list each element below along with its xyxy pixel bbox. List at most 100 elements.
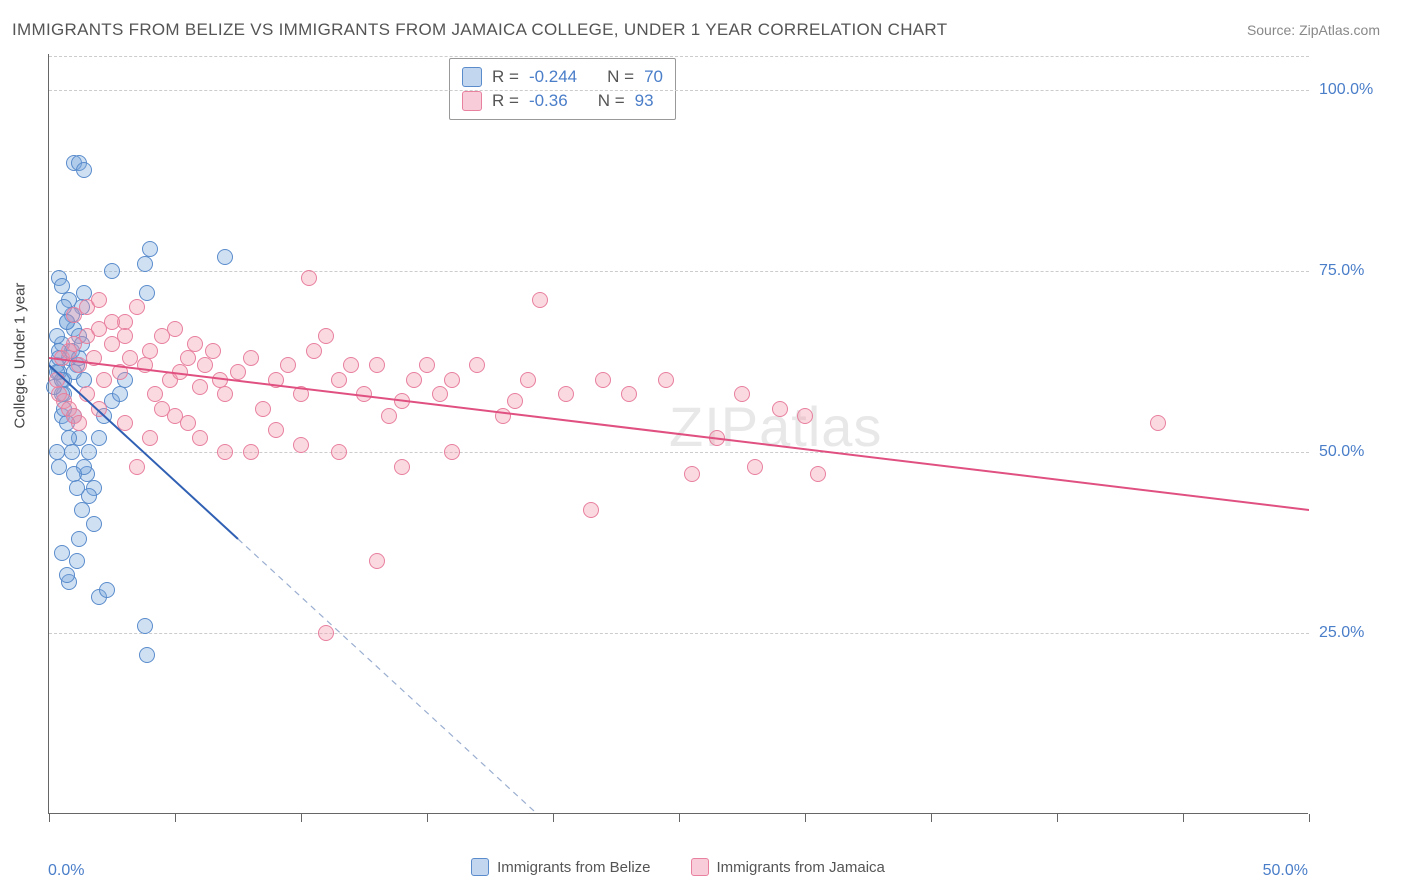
data-point: [369, 553, 385, 569]
data-point: [318, 328, 334, 344]
data-point: [381, 408, 397, 424]
data-point: [532, 292, 548, 308]
xtick: [805, 814, 806, 822]
data-point: [180, 350, 196, 366]
data-point: [142, 430, 158, 446]
data-point: [91, 430, 107, 446]
xtick: [1057, 814, 1058, 822]
data-point: [1150, 415, 1166, 431]
data-point: [117, 415, 133, 431]
data-point: [197, 357, 213, 373]
xtick: [1183, 814, 1184, 822]
gridline: [49, 271, 1309, 272]
xtick-label: 0.0%: [48, 862, 84, 880]
chart-title: IMMIGRANTS FROM BELIZE VS IMMIGRANTS FRO…: [12, 20, 947, 40]
data-point: [49, 444, 65, 460]
data-point: [79, 386, 95, 402]
data-point: [112, 386, 128, 402]
data-point: [137, 256, 153, 272]
data-point: [495, 408, 511, 424]
gridline: [49, 90, 1309, 91]
xtick: [553, 814, 554, 822]
xtick: [679, 814, 680, 822]
data-point: [394, 459, 410, 475]
xtick: [427, 814, 428, 822]
data-point: [66, 466, 82, 482]
data-point: [74, 502, 90, 518]
r-value-jamaica: -0.36: [529, 91, 568, 111]
xtick: [1309, 814, 1310, 822]
data-point: [255, 401, 271, 417]
data-point: [217, 386, 233, 402]
data-point: [54, 278, 70, 294]
data-point: [243, 444, 259, 460]
data-point: [192, 379, 208, 395]
data-point: [69, 480, 85, 496]
n-label: N =: [598, 91, 625, 111]
data-point: [71, 357, 87, 373]
data-point: [154, 401, 170, 417]
data-point: [205, 343, 221, 359]
data-point: [187, 336, 203, 352]
data-point: [64, 444, 80, 460]
data-point: [331, 444, 347, 460]
gridline: [49, 56, 1309, 57]
data-point: [71, 415, 87, 431]
xtick: [301, 814, 302, 822]
ytick-label: 50.0%: [1319, 443, 1364, 461]
data-point: [772, 401, 788, 417]
data-point: [217, 444, 233, 460]
chart-header: IMMIGRANTS FROM BELIZE VS IMMIGRANTS FRO…: [0, 0, 1406, 50]
data-point: [76, 285, 92, 301]
xtick: [931, 814, 932, 822]
data-point: [293, 386, 309, 402]
data-point: [76, 372, 92, 388]
data-point: [301, 270, 317, 286]
data-point: [658, 372, 674, 388]
data-point: [595, 372, 611, 388]
data-point: [142, 343, 158, 359]
data-point: [76, 162, 92, 178]
n-label: N =: [607, 67, 634, 87]
swatch-blue-icon: [471, 858, 489, 876]
data-point: [129, 299, 145, 315]
data-point: [192, 430, 208, 446]
data-point: [217, 249, 233, 265]
data-point: [61, 430, 77, 446]
data-point: [91, 401, 107, 417]
data-point: [810, 466, 826, 482]
data-point: [343, 357, 359, 373]
data-point: [734, 386, 750, 402]
data-point: [747, 459, 763, 475]
legend-stats: R = -0.244 N = 70 R = -0.36 N = 93: [449, 58, 676, 120]
legend-series: Immigrants from Belize Immigrants from J…: [48, 858, 1308, 876]
data-point: [432, 386, 448, 402]
data-point: [54, 545, 70, 561]
n-value-belize: 70: [644, 67, 663, 87]
data-point: [306, 343, 322, 359]
xtick: [175, 814, 176, 822]
data-point: [318, 625, 334, 641]
data-point: [49, 372, 65, 388]
ytick-label: 75.0%: [1319, 262, 1364, 280]
data-point: [268, 422, 284, 438]
data-point: [797, 408, 813, 424]
data-point: [139, 285, 155, 301]
ytick-label: 25.0%: [1319, 624, 1364, 642]
r-label: R =: [492, 67, 519, 87]
data-point: [507, 393, 523, 409]
xtick: [49, 814, 50, 822]
swatch-pink-icon: [691, 858, 709, 876]
plot-area: ZIPatlas R = -0.244 N = 70 R = -0.36 N =…: [48, 54, 1308, 814]
n-value-jamaica: 93: [635, 91, 654, 111]
data-point: [369, 357, 385, 373]
data-point: [684, 466, 700, 482]
data-point: [230, 364, 246, 380]
chart-source: Source: ZipAtlas.com: [1247, 22, 1380, 38]
data-point: [51, 459, 67, 475]
data-point: [104, 314, 120, 330]
data-point: [137, 357, 153, 373]
legend-row-jamaica: R = -0.36 N = 93: [462, 89, 663, 113]
r-label: R =: [492, 91, 519, 111]
data-point: [117, 328, 133, 344]
